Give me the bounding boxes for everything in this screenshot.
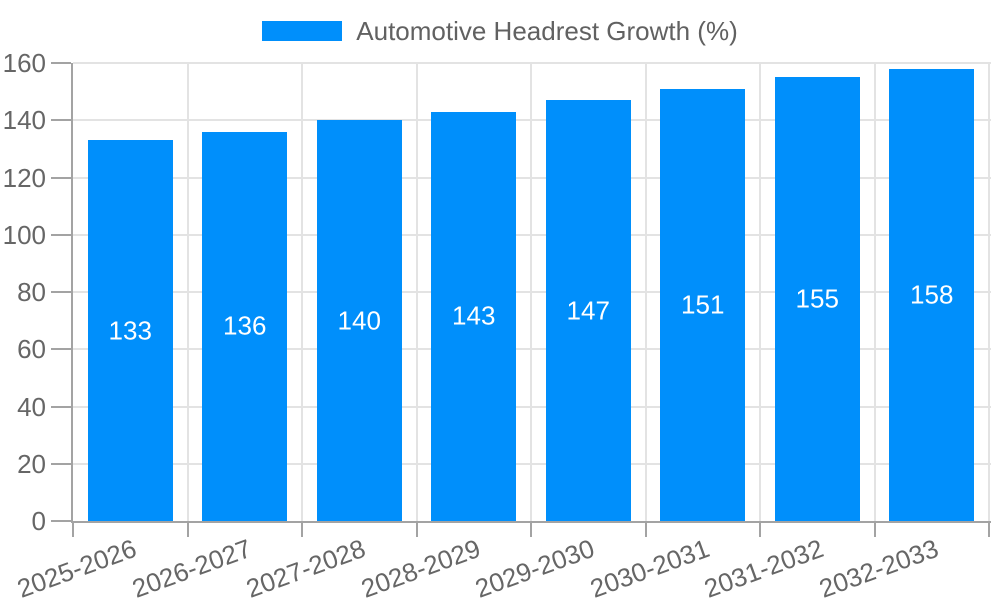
- plot-area: 133 136 140 143 147 151 155 158 0 20 40 60 80 100 120…: [3, 49, 991, 600]
- bar-value-label: 155: [795, 283, 839, 314]
- y-axis-label: 40: [17, 391, 46, 422]
- gridline-vertical: [301, 63, 303, 521]
- legend[interactable]: Automotive Headrest Growth (%): [0, 14, 1000, 48]
- y-axis-tick: [51, 405, 71, 408]
- x-axis-tick: [415, 523, 418, 537]
- gridline-vertical: [530, 63, 532, 521]
- gridline-vertical: [415, 63, 418, 521]
- y-axis-label: 160: [2, 48, 46, 78]
- y-axis-label: 0: [31, 506, 46, 536]
- x-axis-tick: [530, 523, 532, 537]
- gridline-vertical: [644, 63, 647, 521]
- y-axis-tick: [51, 176, 71, 179]
- y-axis-tick: [51, 462, 71, 465]
- y-axis-label: 140: [2, 105, 46, 136]
- x-axis-tick: [644, 523, 647, 537]
- bar-value-label: 158: [910, 279, 954, 310]
- bar-value-label: 151: [681, 289, 725, 320]
- gridline-vertical: [873, 63, 876, 521]
- bar[interactable]: 155: [774, 77, 860, 521]
- x-axis-tick: [873, 523, 876, 537]
- gridline-horizontal: [73, 462, 991, 465]
- y-axis-tick: [51, 119, 71, 122]
- y-axis-tick: [51, 291, 71, 293]
- x-axis-tick: [759, 523, 761, 537]
- bar-value-label: 140: [337, 305, 381, 336]
- gridline-horizontal: [73, 62, 991, 64]
- x-axis-tick: [186, 523, 189, 537]
- bar[interactable]: 151: [660, 88, 746, 521]
- x-axis-tick: [72, 523, 74, 537]
- gridline-vertical: [759, 63, 761, 521]
- y-axis-label: 80: [17, 277, 46, 307]
- gridline-horizontal: [73, 233, 991, 236]
- y-axis-label: 20: [17, 448, 46, 479]
- bar[interactable]: 136: [202, 131, 288, 521]
- y-axis-label: 60: [17, 334, 46, 365]
- gridline-horizontal: [73, 405, 991, 408]
- bar-value-label: 147: [566, 295, 610, 326]
- bar-value-label: 133: [108, 315, 152, 346]
- gridline-horizontal: [73, 348, 991, 351]
- gridline-horizontal: [73, 291, 991, 293]
- legend-swatch-icon: [262, 21, 343, 41]
- y-axis-tick: [51, 348, 71, 351]
- y-axis-label: 100: [2, 219, 46, 250]
- y-axis-label: 120: [2, 162, 46, 193]
- bar-value-label: 136: [223, 310, 267, 341]
- bar-value-label: 143: [452, 300, 496, 331]
- x-axis-tick: [301, 523, 303, 537]
- gridline-horizontal: [73, 119, 991, 122]
- bar[interactable]: 140: [316, 120, 402, 521]
- bar[interactable]: 147: [545, 100, 631, 521]
- gridline-vertical: [186, 63, 189, 521]
- y-axis-tick: [51, 62, 71, 64]
- bar[interactable]: 158: [889, 68, 975, 521]
- y-axis-tick: [51, 233, 71, 236]
- bar[interactable]: 133: [87, 140, 173, 521]
- gridline-horizontal: [73, 176, 991, 179]
- x-axis-tick: [988, 523, 990, 537]
- bar[interactable]: 143: [431, 111, 517, 521]
- y-axis-tick: [51, 520, 71, 522]
- gridline-vertical: [988, 63, 990, 521]
- legend-label: Automotive Headrest Growth (%): [356, 16, 738, 46]
